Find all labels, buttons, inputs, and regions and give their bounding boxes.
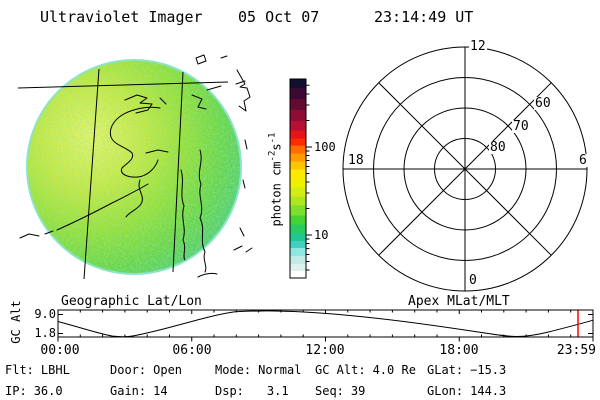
page-title: Ultraviolet Imager xyxy=(40,8,203,26)
colorbar xyxy=(289,78,312,279)
status-gain: Gain: 14 xyxy=(110,384,168,398)
earth-coastlines xyxy=(19,54,253,278)
earth-disk-image xyxy=(26,59,242,275)
strip-chart xyxy=(57,309,594,342)
date-label: 05 Oct 07 xyxy=(238,8,320,26)
status-glon: GLon: 144.3 xyxy=(427,384,507,398)
strip-chart-frame xyxy=(57,309,594,338)
polar-ring-80: 80 xyxy=(489,140,507,155)
gc-alt-curve xyxy=(57,310,594,338)
unit-superscript-1: -1 xyxy=(267,132,278,144)
colorbar-tick-100: 100 xyxy=(314,140,336,154)
unit-text: photon cm xyxy=(269,161,284,227)
xtick-0600: 06:00 xyxy=(172,343,212,358)
status-seq: Seq: 39 xyxy=(315,384,366,398)
status-gc-alt: GC Alt: 4.0 Re xyxy=(315,363,416,377)
status-glat: GLat: −15.3 xyxy=(427,363,507,377)
colorbar-tick-10: 10 xyxy=(314,228,329,242)
polar-ring-60: 60 xyxy=(534,96,552,111)
xtick-1200: 12:00 xyxy=(305,343,345,358)
colorbar-unit-label: photon cm-2s-1 xyxy=(267,120,284,240)
colorbar-ticks xyxy=(306,84,312,271)
status-mode: Mode: Normal xyxy=(215,363,302,377)
earth-caption: Geographic Lat/Lon xyxy=(61,294,202,309)
polar-ring-70: 70 xyxy=(512,119,530,134)
gc-alt-ylabel: GC Alt xyxy=(9,300,23,344)
status-dsp: Dsp: 3.1 xyxy=(215,384,289,398)
ytick-1-8: 1.8 xyxy=(34,326,56,340)
polar-hour-0: 0 xyxy=(468,273,478,288)
unit-superscript-2: -2 xyxy=(267,150,278,162)
polar-hour-18: 18 xyxy=(347,153,365,168)
polar-hour-12: 12 xyxy=(469,39,487,54)
polar-grid xyxy=(342,46,588,292)
status-ip: IP: 36.0 xyxy=(5,384,63,398)
polar-hour-6: 6 xyxy=(578,153,588,168)
polar-caption: Apex MLat/MLT xyxy=(408,294,510,309)
xtick-1800: 18:00 xyxy=(439,343,479,358)
status-door: Door: Open xyxy=(110,363,183,377)
xtick-0000: 00:00 xyxy=(40,343,80,358)
xtick-2359: 23:59 xyxy=(556,343,596,358)
earth-graticule xyxy=(17,68,229,280)
status-flt: Flt: LBHL xyxy=(5,363,70,377)
ytick-9: 9.0 xyxy=(34,307,56,321)
time-label: 23:14:49 UT xyxy=(374,8,474,26)
